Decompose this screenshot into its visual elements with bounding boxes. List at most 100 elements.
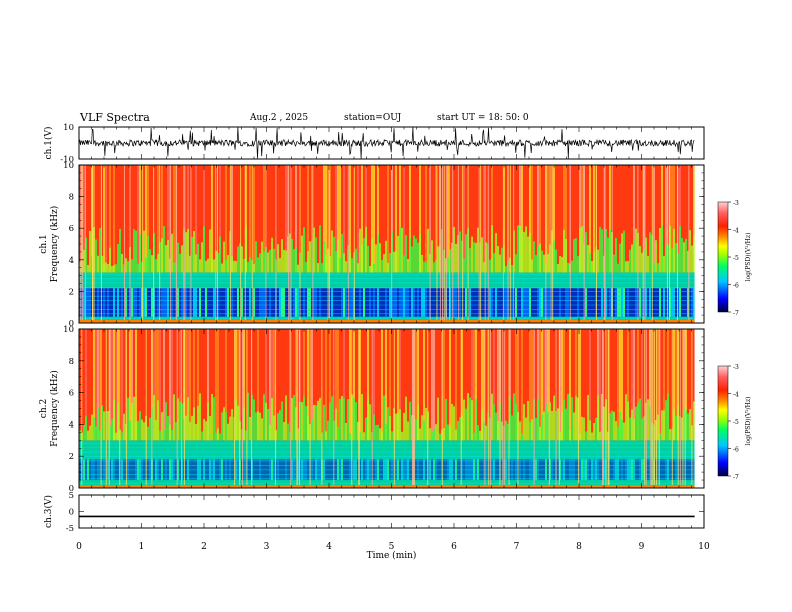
spectrogram-low-band (621, 288, 623, 317)
spectrogram-transition (567, 262, 569, 273)
spectrogram-column (265, 329, 267, 441)
spectrogram-transition (385, 423, 387, 441)
spectrogram-transition (489, 417, 491, 441)
spectrogram-transition (221, 412, 223, 441)
spectrogram-low-band (667, 288, 669, 317)
spectrogram-low-band (269, 288, 271, 317)
spectrogram-transition (631, 409, 633, 441)
spectrogram-low-band (239, 288, 241, 317)
spectrogram-low-band (361, 288, 363, 317)
spectrogram-transition (185, 415, 187, 441)
spectrogram-transition (433, 262, 435, 273)
spectrogram-column (83, 165, 85, 273)
spectrogram-transition (403, 255, 405, 273)
spectrogram-column (153, 329, 155, 441)
colorbar-tick-label: -4 (733, 228, 739, 235)
spectrogram-low-band (137, 288, 139, 317)
spectrogram-transition (637, 402, 639, 441)
spectrogram-transition (547, 254, 549, 273)
spectrogram-column (117, 329, 119, 441)
spectrogram-transition (105, 262, 107, 273)
colorbar-tick-label: -3 (733, 364, 739, 371)
spectrogram-transition (407, 421, 409, 441)
spectrogram-transition (335, 251, 337, 273)
spectrogram-low-band (623, 288, 625, 317)
spectrogram-transition (269, 249, 271, 273)
spectrogram-low-band (213, 288, 215, 317)
spectrogram-column (545, 329, 547, 441)
spectrogram-low-band (371, 288, 373, 317)
spectrogram-transition (127, 397, 129, 441)
spectrogram-transition (653, 424, 655, 441)
spectrogram-column (539, 165, 541, 273)
spectrogram-transition (101, 405, 103, 441)
spectrogram-transition (161, 238, 163, 273)
spectrogram-transition (319, 225, 321, 273)
spectrogram-transition (107, 264, 109, 273)
spectrogram-transition (497, 421, 499, 441)
spectrogram-column (529, 165, 531, 273)
spectrogram-transition (237, 405, 239, 441)
spectrogram-low-band (635, 288, 637, 317)
spectrogram-transition (365, 417, 367, 441)
spectrogram-low-band (285, 288, 287, 317)
spectrogram-column (371, 165, 373, 273)
spectrogram-column (197, 329, 199, 441)
spectrogram-transition (585, 431, 587, 441)
spectrogram-transition (135, 421, 137, 441)
spectrogram-low-band (525, 288, 527, 317)
spectrogram-transition (221, 263, 223, 273)
spectrogram-transition (197, 405, 199, 441)
spectrogram-transition (559, 256, 561, 273)
spectrogram-transition (179, 253, 181, 273)
spectrogram-column (289, 329, 291, 441)
spectrogram-transition (263, 394, 265, 441)
spectrogram-column (257, 329, 259, 441)
spectrogram-transition (557, 263, 559, 273)
spectrogram-column (531, 329, 533, 441)
spectrogram-column (685, 329, 687, 441)
spectrogram-low-band (479, 288, 481, 317)
spectrogram-low-band (201, 288, 203, 317)
spectrogram-low-band (481, 288, 483, 317)
spectrogram-column (443, 329, 445, 441)
spectrogram-transition (691, 245, 693, 273)
spectrogram-transition (369, 404, 371, 441)
spectrogram-transition (683, 242, 685, 273)
spectrogram-transition (507, 423, 509, 441)
spectrogram-transition (497, 246, 499, 273)
spectrogram-transition (91, 414, 93, 441)
spectrogram-low-band (171, 288, 173, 317)
spectrogram-low-band (675, 288, 677, 317)
spectrogram-transition (681, 417, 683, 441)
spectrogram-transition (481, 409, 483, 441)
spectrogram-low-band (223, 288, 225, 317)
spectrogram-column (397, 329, 399, 441)
spectrogram-transition (657, 414, 659, 441)
spectrogram-transition (103, 264, 105, 273)
spectrogram-transition (277, 413, 279, 441)
spectrogram-low-band (665, 288, 667, 317)
spectrogram-low-band (287, 288, 289, 317)
spectrogram-transition (315, 237, 317, 273)
spectrogram-transition (547, 412, 549, 441)
spectrogram-low-band (681, 288, 683, 317)
spectrogram-transition (209, 416, 211, 441)
spectrogram-low-band (117, 288, 119, 317)
spectrogram-transition (421, 415, 423, 441)
spectrogram-low-band (629, 288, 631, 317)
spectrogram-transition (141, 261, 143, 273)
spectrogram-transition (415, 238, 417, 273)
spectrogram-transition (109, 247, 111, 273)
spectrogram-low-band (409, 288, 411, 317)
spectrogram-column (137, 165, 139, 273)
spectrogram-column (145, 165, 147, 273)
spectrogram-transition (397, 413, 399, 441)
spectrogram-column (357, 165, 359, 273)
spectrogram-column (381, 329, 383, 441)
spectrogram-low-band (469, 288, 471, 317)
spectrogram-column (225, 165, 227, 273)
spectrogram-transition (571, 397, 573, 441)
spectrogram-transition (309, 241, 311, 273)
spectrogram-column (461, 329, 463, 441)
